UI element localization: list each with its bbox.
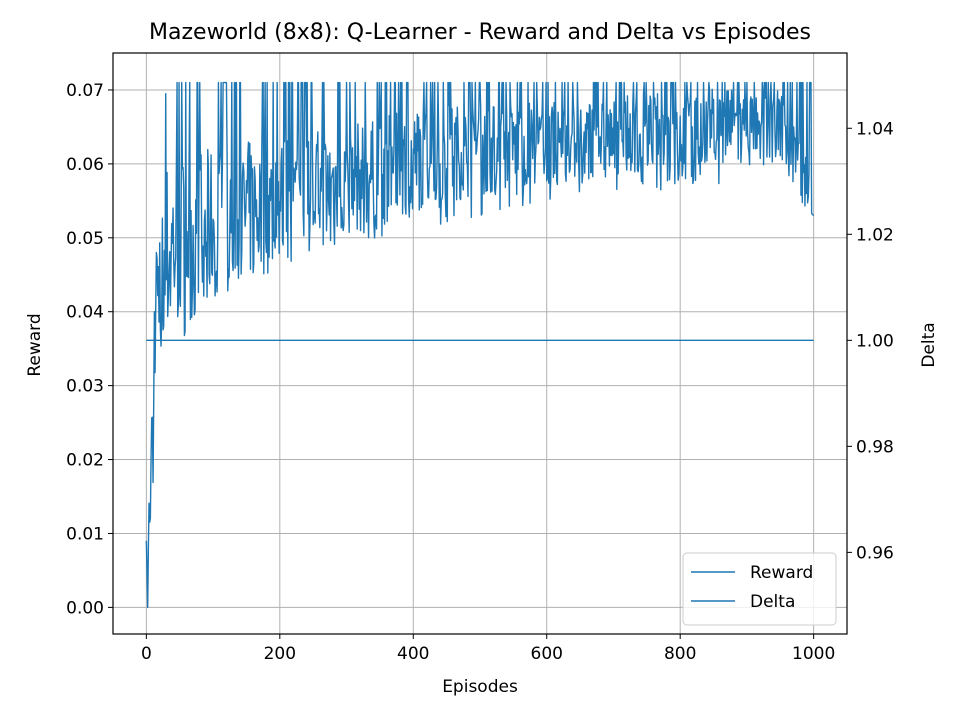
x-tick-label: 400 (397, 644, 429, 664)
y-axis-label: Reward (25, 313, 45, 376)
plot-border (112, 52, 848, 635)
legend-label-delta: Delta (750, 592, 795, 612)
series-line-reward (145, 81, 815, 609)
y-tick-label: 0.06 (66, 155, 104, 175)
chart-title: Mazeworld (8x8): Q-Learner - Reward and … (149, 20, 811, 45)
y2-tick-label: 0.96 (856, 543, 894, 563)
y-tick-label: 0.02 (66, 451, 104, 471)
y2-tick-label: 0.98 (856, 437, 894, 457)
series-layer (145, 81, 815, 609)
legend-label-reward: Reward (750, 563, 813, 583)
legend-box (682, 552, 837, 626)
plot-frame (112, 52, 848, 635)
x-axis-label: Episodes (442, 677, 518, 697)
x-tick-label: 600 (531, 644, 563, 664)
y2-axis-label: Delta (919, 322, 939, 367)
y-tick-label: 0.07 (66, 81, 104, 101)
x-tick-label: 0 (141, 644, 152, 664)
x-tick-label: 200 (264, 644, 296, 664)
y-axis-right: 0.96 0.98 1.00 1.02 1.04 (847, 119, 894, 563)
y-axis-left: 0.00 0.01 0.02 0.03 0.04 0.05 0.06 0.07 (66, 81, 113, 618)
y2-tick-label: 1.00 (856, 331, 894, 351)
y-tick-label: 0.00 (66, 598, 104, 618)
y-tick-label: 0.03 (66, 377, 104, 397)
y-tick-label: 0.05 (66, 229, 104, 249)
legend: Reward Delta (682, 552, 837, 626)
y2-tick-label: 1.02 (856, 225, 894, 245)
x-axis: 0 200 400 600 800 1000 (141, 634, 835, 664)
y2-tick-label: 1.04 (856, 119, 894, 139)
y-tick-label: 0.01 (66, 524, 104, 544)
x-tick-label: 800 (664, 644, 696, 664)
x-tick-label: 1000 (792, 644, 835, 664)
y-tick-label: 0.04 (66, 303, 104, 323)
